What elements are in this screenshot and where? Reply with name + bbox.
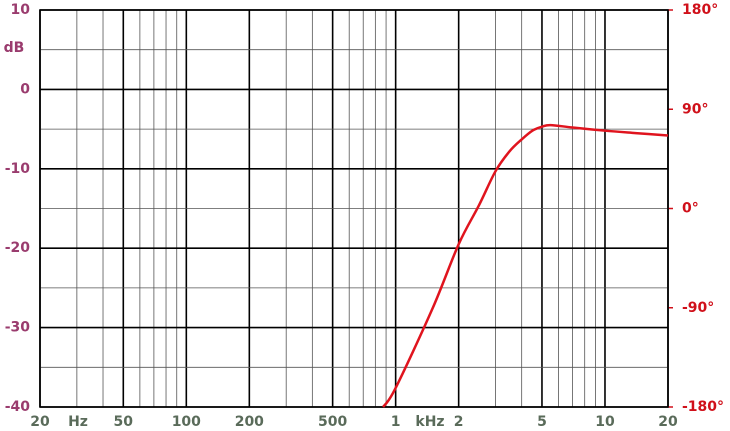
y-tick-label: -20 (5, 240, 31, 256)
x-tick-label: 20 (658, 414, 678, 430)
response-curve (382, 123, 669, 408)
x-tick-label: 100 (172, 414, 201, 430)
y2-tick-label: 0° (682, 201, 699, 217)
y2-tick-label: 90° (682, 101, 708, 117)
x-unit-label: kHz (415, 414, 444, 430)
plot-frame (39, 9, 669, 408)
y-tick-label: -40 (5, 399, 31, 415)
y2-tick-label: 180° (682, 2, 718, 18)
x-tick-label: 500 (318, 414, 347, 430)
y-tick-label: 10 (11, 2, 31, 18)
y-tick-label: 0 (20, 81, 30, 97)
x-tick-label: 20 (30, 414, 50, 430)
x-tick-label: 10 (595, 414, 615, 430)
y-axis-label: dB (4, 40, 25, 56)
x-unit-label: Hz (68, 414, 88, 430)
y-tick-label: -30 (5, 320, 31, 336)
x-tick-label: 50 (114, 414, 134, 430)
y-tick-label: -10 (5, 161, 31, 177)
x-tick-label: 200 (235, 414, 264, 430)
x-tick-label: 1 (391, 414, 401, 430)
y2-tick-label: -90° (682, 300, 714, 316)
y2-tick-label: -180° (682, 399, 724, 415)
x-tick-label: 2 (454, 414, 464, 430)
x-tick-label: 5 (537, 414, 547, 430)
